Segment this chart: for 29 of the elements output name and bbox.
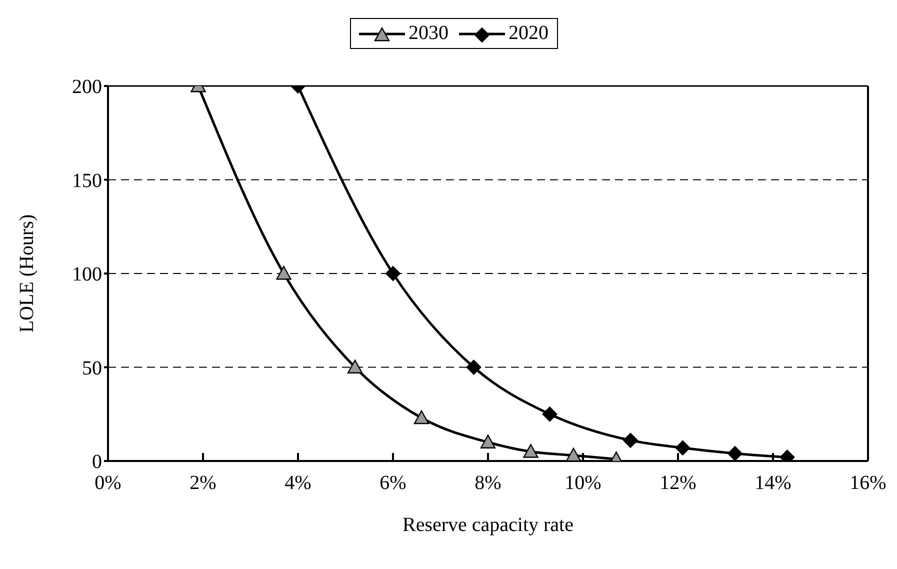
x-tick-label: 14%	[754, 472, 792, 494]
point	[480, 434, 496, 448]
legend-label: 2020	[508, 22, 548, 45]
x-tick-label: 0%	[94, 472, 122, 494]
point	[566, 448, 582, 461]
point	[542, 406, 558, 422]
point	[675, 440, 690, 456]
point	[347, 360, 363, 374]
y-tick-label: 200	[72, 76, 102, 98]
x-tick-label: 12%	[660, 472, 696, 494]
y-tick-label: 50	[82, 357, 102, 380]
point	[414, 410, 430, 424]
y-axis-title: LOLE (Hours)	[16, 214, 38, 333]
y-tick-label: 150	[72, 170, 102, 192]
x-tick-label: 16%	[850, 472, 886, 494]
x-tick-label: 10%	[564, 472, 602, 494]
y-tick-label: 0	[92, 451, 102, 474]
legend-label: 2030	[408, 22, 448, 45]
x-tick-label: 2%	[190, 472, 216, 494]
point	[623, 432, 638, 448]
point	[466, 360, 482, 375]
point	[728, 446, 742, 461]
point	[386, 266, 400, 281]
x-tick-label: 6%	[380, 472, 406, 494]
x-axis-title: Reserve capacity rate	[402, 514, 574, 536]
y-tick-label: 100	[72, 264, 102, 286]
x-tick-label: 4%	[284, 472, 312, 494]
point	[523, 444, 538, 458]
x-tick-label: 8%	[474, 472, 502, 494]
